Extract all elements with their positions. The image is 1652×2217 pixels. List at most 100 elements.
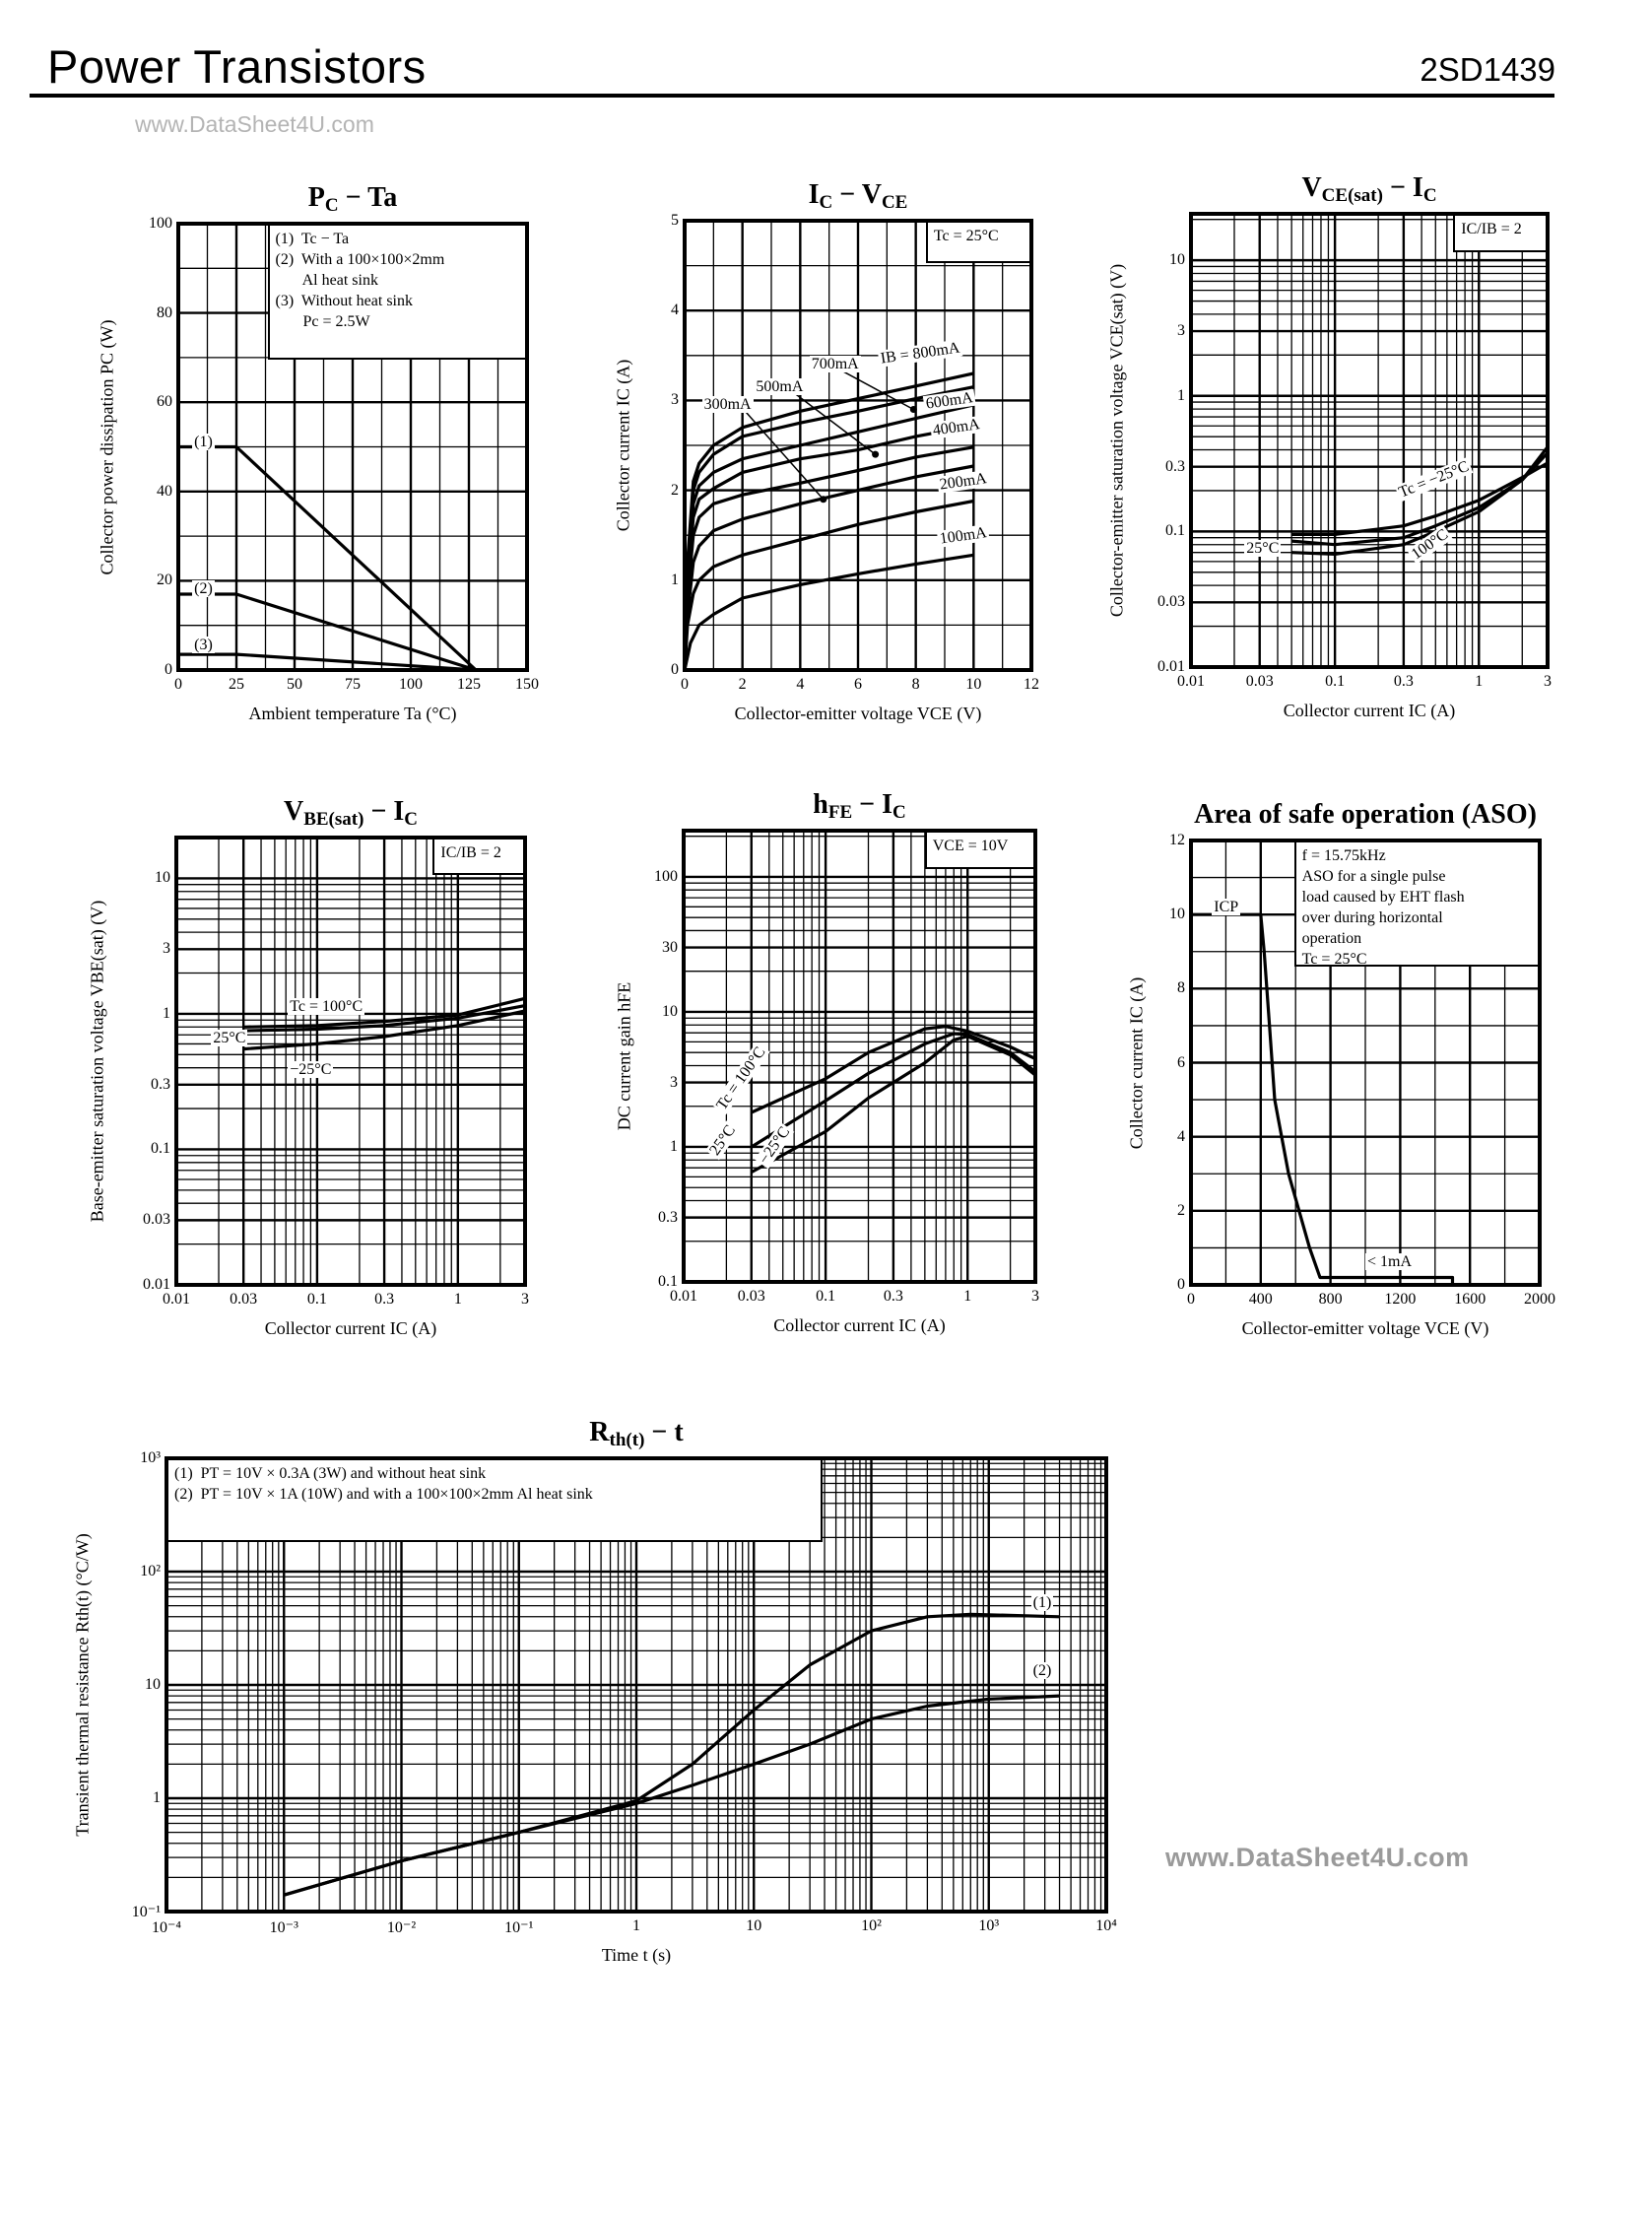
series-line-2 [243, 1004, 526, 1033]
y-axis-label: Collector current IC (A) [613, 359, 633, 532]
y-tick-label: 60 [157, 393, 172, 411]
x-tick-label: 12 [1024, 676, 1039, 693]
series-line-1 [1291, 461, 1549, 536]
x-tick-label: 0.03 [1245, 673, 1274, 690]
x-tick-label: 10⁻¹ [504, 1919, 534, 1936]
legend-box: f = 15.75kHz ASO for a single pulse load c… [1293, 842, 1538, 968]
chart-vcesat-ic: IC/IB = 2 Tc = −25°C 25°C 100°C 0.01 0.03 0.1 0… [1107, 172, 1553, 720]
title-segment: C [324, 195, 339, 216]
y-tick-label: 10 [1169, 251, 1185, 269]
title-segment: − V [832, 179, 882, 210]
y-tick-label: 0.03 [143, 1211, 170, 1229]
legend-box: IC/IB = 2 [1453, 216, 1546, 252]
header-rule [30, 94, 1554, 98]
series-line-2 [178, 592, 477, 672]
y-tick-label: 0.3 [658, 1208, 678, 1226]
pointer-arrow-head [820, 496, 827, 504]
y-axis-label: DC current gain hFE [614, 981, 634, 1131]
curve-label: (1) [1030, 1594, 1054, 1611]
x-tick-label: 0.3 [374, 1291, 395, 1308]
y-tick-label: 0 [165, 661, 172, 678]
plot-frame [1189, 839, 1542, 1287]
x-axis-label: Collector current IC (A) [1283, 701, 1456, 720]
chart-title: PC − Ta [308, 182, 397, 217]
y-tick-label: 3 [163, 940, 170, 958]
plot-area [683, 219, 1033, 672]
title-segment: th(t) [609, 1430, 645, 1450]
x-tick-label: 2 [738, 676, 747, 693]
legend-line: Tc = 25°C [1301, 951, 1367, 968]
x-tick-label: 0.1 [816, 1288, 836, 1305]
title-segment: − I [852, 789, 892, 820]
y-tick-label: 0.03 [1157, 593, 1185, 611]
y-tick-label: 4 [1177, 1127, 1185, 1145]
series-line-8 [683, 371, 974, 671]
y-tick-label: 3 [1177, 322, 1185, 340]
legend-line: IC/IB = 2 [1461, 221, 1522, 237]
curve-label: (2) [1030, 1662, 1054, 1679]
y-tick-label: 1 [1177, 386, 1185, 404]
x-tick-label: 10⁻³ [269, 1919, 298, 1936]
y-tick-label: 0.3 [151, 1075, 170, 1093]
legend-box: Tc = 25°C [925, 223, 1029, 264]
title-segment: − I [1382, 172, 1423, 203]
y-tick-label: 2 [1177, 1201, 1185, 1219]
x-tick-label: 150 [515, 676, 539, 693]
title-segment: I [808, 179, 820, 210]
curve-label: Tc = 100°C [288, 998, 365, 1016]
y-tick-label: 2 [671, 481, 679, 499]
x-tick-label: 0.01 [163, 1291, 190, 1308]
title-segment: Area of safe operation (ASO) [1194, 799, 1537, 830]
chart-aso: f = 15.75kHz ASO for a single pulse load c… [1127, 799, 1556, 1338]
x-tick-label: 125 [457, 676, 481, 693]
title-segment: V [1301, 172, 1322, 203]
x-tick-label: 1200 [1384, 1291, 1417, 1308]
curve-label: (2) [192, 580, 215, 598]
pointer-arrow-line [791, 390, 877, 455]
curve-label: 300mA [701, 395, 754, 413]
y-axis-label: Collector power dissipation PC (W) [97, 319, 117, 574]
x-tick-label: 0.03 [737, 1288, 765, 1305]
chart-ic-vce: Tc = 25°C IB = 800mA 700mA 500mA 300mA 600mA 4… [614, 179, 1040, 723]
series-line-2 [683, 499, 974, 671]
legend-line: ASO for a single pulse [1301, 868, 1446, 885]
x-tick-label: 8 [911, 676, 920, 693]
legend-line: load caused by EHT flash [1301, 889, 1465, 906]
title-segment: C [404, 809, 419, 830]
y-axis-label: Collector current IC (A) [1126, 976, 1147, 1149]
x-tick-label: 1 [1475, 673, 1484, 690]
x-tick-label: 0.1 [1325, 673, 1346, 690]
series-line-1 [243, 996, 526, 1029]
title-segment: C [1422, 185, 1437, 206]
x-tick-label: 10⁻⁴ [151, 1919, 182, 1936]
series-line-2 [283, 1694, 1060, 1897]
legend-line: Tc = 25°C [933, 228, 999, 244]
y-tick-label: 10³ [140, 1449, 161, 1466]
y-tick-label: 1 [153, 1789, 161, 1806]
plot-frame [682, 829, 1037, 1284]
watermark-bottom: www.DataSheet4U.com [1165, 1843, 1470, 1872]
y-tick-label: 10 [145, 1676, 161, 1693]
plot-area [1189, 839, 1542, 1287]
legend-line: VCE = 10V [932, 838, 1009, 854]
curve-label: (3) [192, 637, 215, 654]
chart-title: Area of safe operation (ASO) [1194, 799, 1537, 831]
x-tick-label: 10 [746, 1917, 762, 1934]
plot-frame [1189, 212, 1550, 669]
y-tick-label: 0 [671, 661, 679, 678]
y-tick-label: 6 [1177, 1053, 1185, 1071]
plot-area [174, 836, 527, 1287]
y-axis-label: Collector-emitter saturation voltage VCE… [1106, 263, 1127, 618]
y-tick-label: 1 [671, 571, 679, 588]
series-line-3 [683, 464, 974, 671]
y-tick-label: 0.1 [151, 1140, 170, 1158]
x-tick-label: 0.3 [883, 1288, 903, 1305]
x-tick-label: 10² [861, 1917, 882, 1934]
y-tick-label: 0.3 [1165, 457, 1185, 475]
x-tick-label: 1 [453, 1291, 462, 1308]
x-tick-label: 2000 [1524, 1291, 1555, 1308]
pointer-arrow-head [872, 450, 880, 458]
series-line-1 [178, 444, 478, 672]
legend-line: f = 15.75kHz [1301, 847, 1386, 864]
x-tick-label: 800 [1318, 1291, 1343, 1308]
